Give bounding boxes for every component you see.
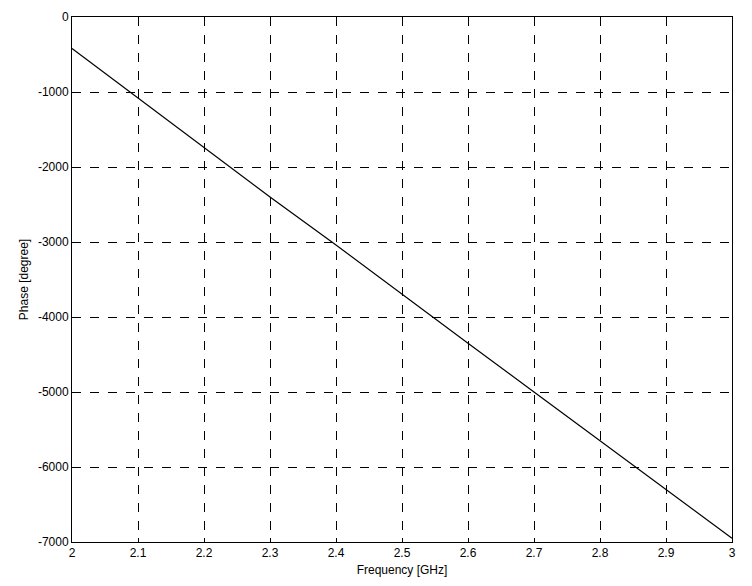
svg-text:-7000: -7000	[38, 535, 69, 549]
svg-text:-4000: -4000	[38, 310, 69, 324]
svg-text:-3000: -3000	[38, 235, 69, 249]
svg-text:2.5: 2.5	[394, 546, 411, 560]
svg-text:-5000: -5000	[38, 385, 69, 399]
svg-text:-2000: -2000	[38, 160, 69, 174]
svg-text:2.8: 2.8	[592, 546, 609, 560]
svg-text:Frequency [GHz]: Frequency [GHz]	[357, 563, 448, 577]
svg-text:2.2: 2.2	[196, 546, 213, 560]
svg-text:2: 2	[69, 546, 76, 560]
svg-text:2.3: 2.3	[262, 546, 279, 560]
svg-text:2.9: 2.9	[658, 546, 675, 560]
svg-text:Phase [degree]: Phase [degree]	[17, 239, 31, 320]
svg-text:0: 0	[62, 10, 69, 24]
svg-text:2.1: 2.1	[130, 546, 147, 560]
svg-text:-6000: -6000	[38, 460, 69, 474]
svg-text:-1000: -1000	[38, 85, 69, 99]
svg-text:2.4: 2.4	[328, 546, 345, 560]
svg-text:2.6: 2.6	[460, 546, 477, 560]
svg-text:3: 3	[729, 546, 736, 560]
svg-text:2.7: 2.7	[526, 546, 543, 560]
